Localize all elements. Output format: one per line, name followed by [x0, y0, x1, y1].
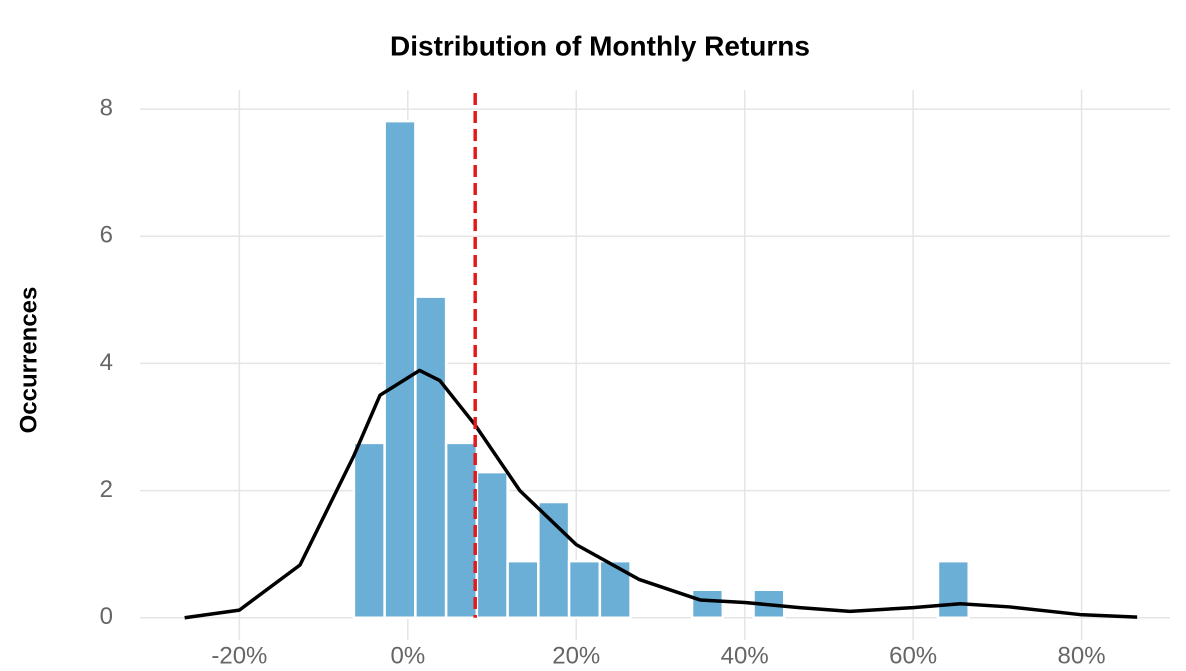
histogram-bar: [414, 295, 448, 619]
histogram-bar: [506, 559, 540, 619]
y-axis-label: Occurrences: [15, 287, 42, 434]
y-tick-label: 8: [100, 94, 113, 121]
histogram-bar: [475, 470, 509, 619]
density-curve: [184, 368, 1138, 620]
y-tick-label: 4: [100, 349, 113, 376]
histogram-bar: [690, 588, 725, 619]
histogram-bar: [383, 119, 417, 619]
x-tick-label: 20%: [552, 642, 600, 669]
histogram-bar: [352, 441, 386, 619]
histogram-bar: [598, 559, 632, 619]
x-tick-label: 40%: [721, 642, 769, 669]
chart-title: Distribution of Monthly Returns: [390, 30, 810, 61]
y-tick-label: 6: [100, 222, 113, 249]
y-tick-label: 0: [100, 603, 113, 630]
histogram-bar: [936, 559, 970, 619]
histogram-bar: [444, 441, 479, 619]
x-tick-label: 0%: [390, 642, 425, 669]
y-tick-label: 2: [100, 476, 113, 503]
histogram-bar: [537, 500, 571, 619]
x-tick-label: 60%: [889, 642, 937, 669]
histogram-bar: [567, 559, 602, 619]
x-tick-label: 80%: [1058, 642, 1106, 669]
x-tick-label: -20%: [211, 642, 267, 669]
